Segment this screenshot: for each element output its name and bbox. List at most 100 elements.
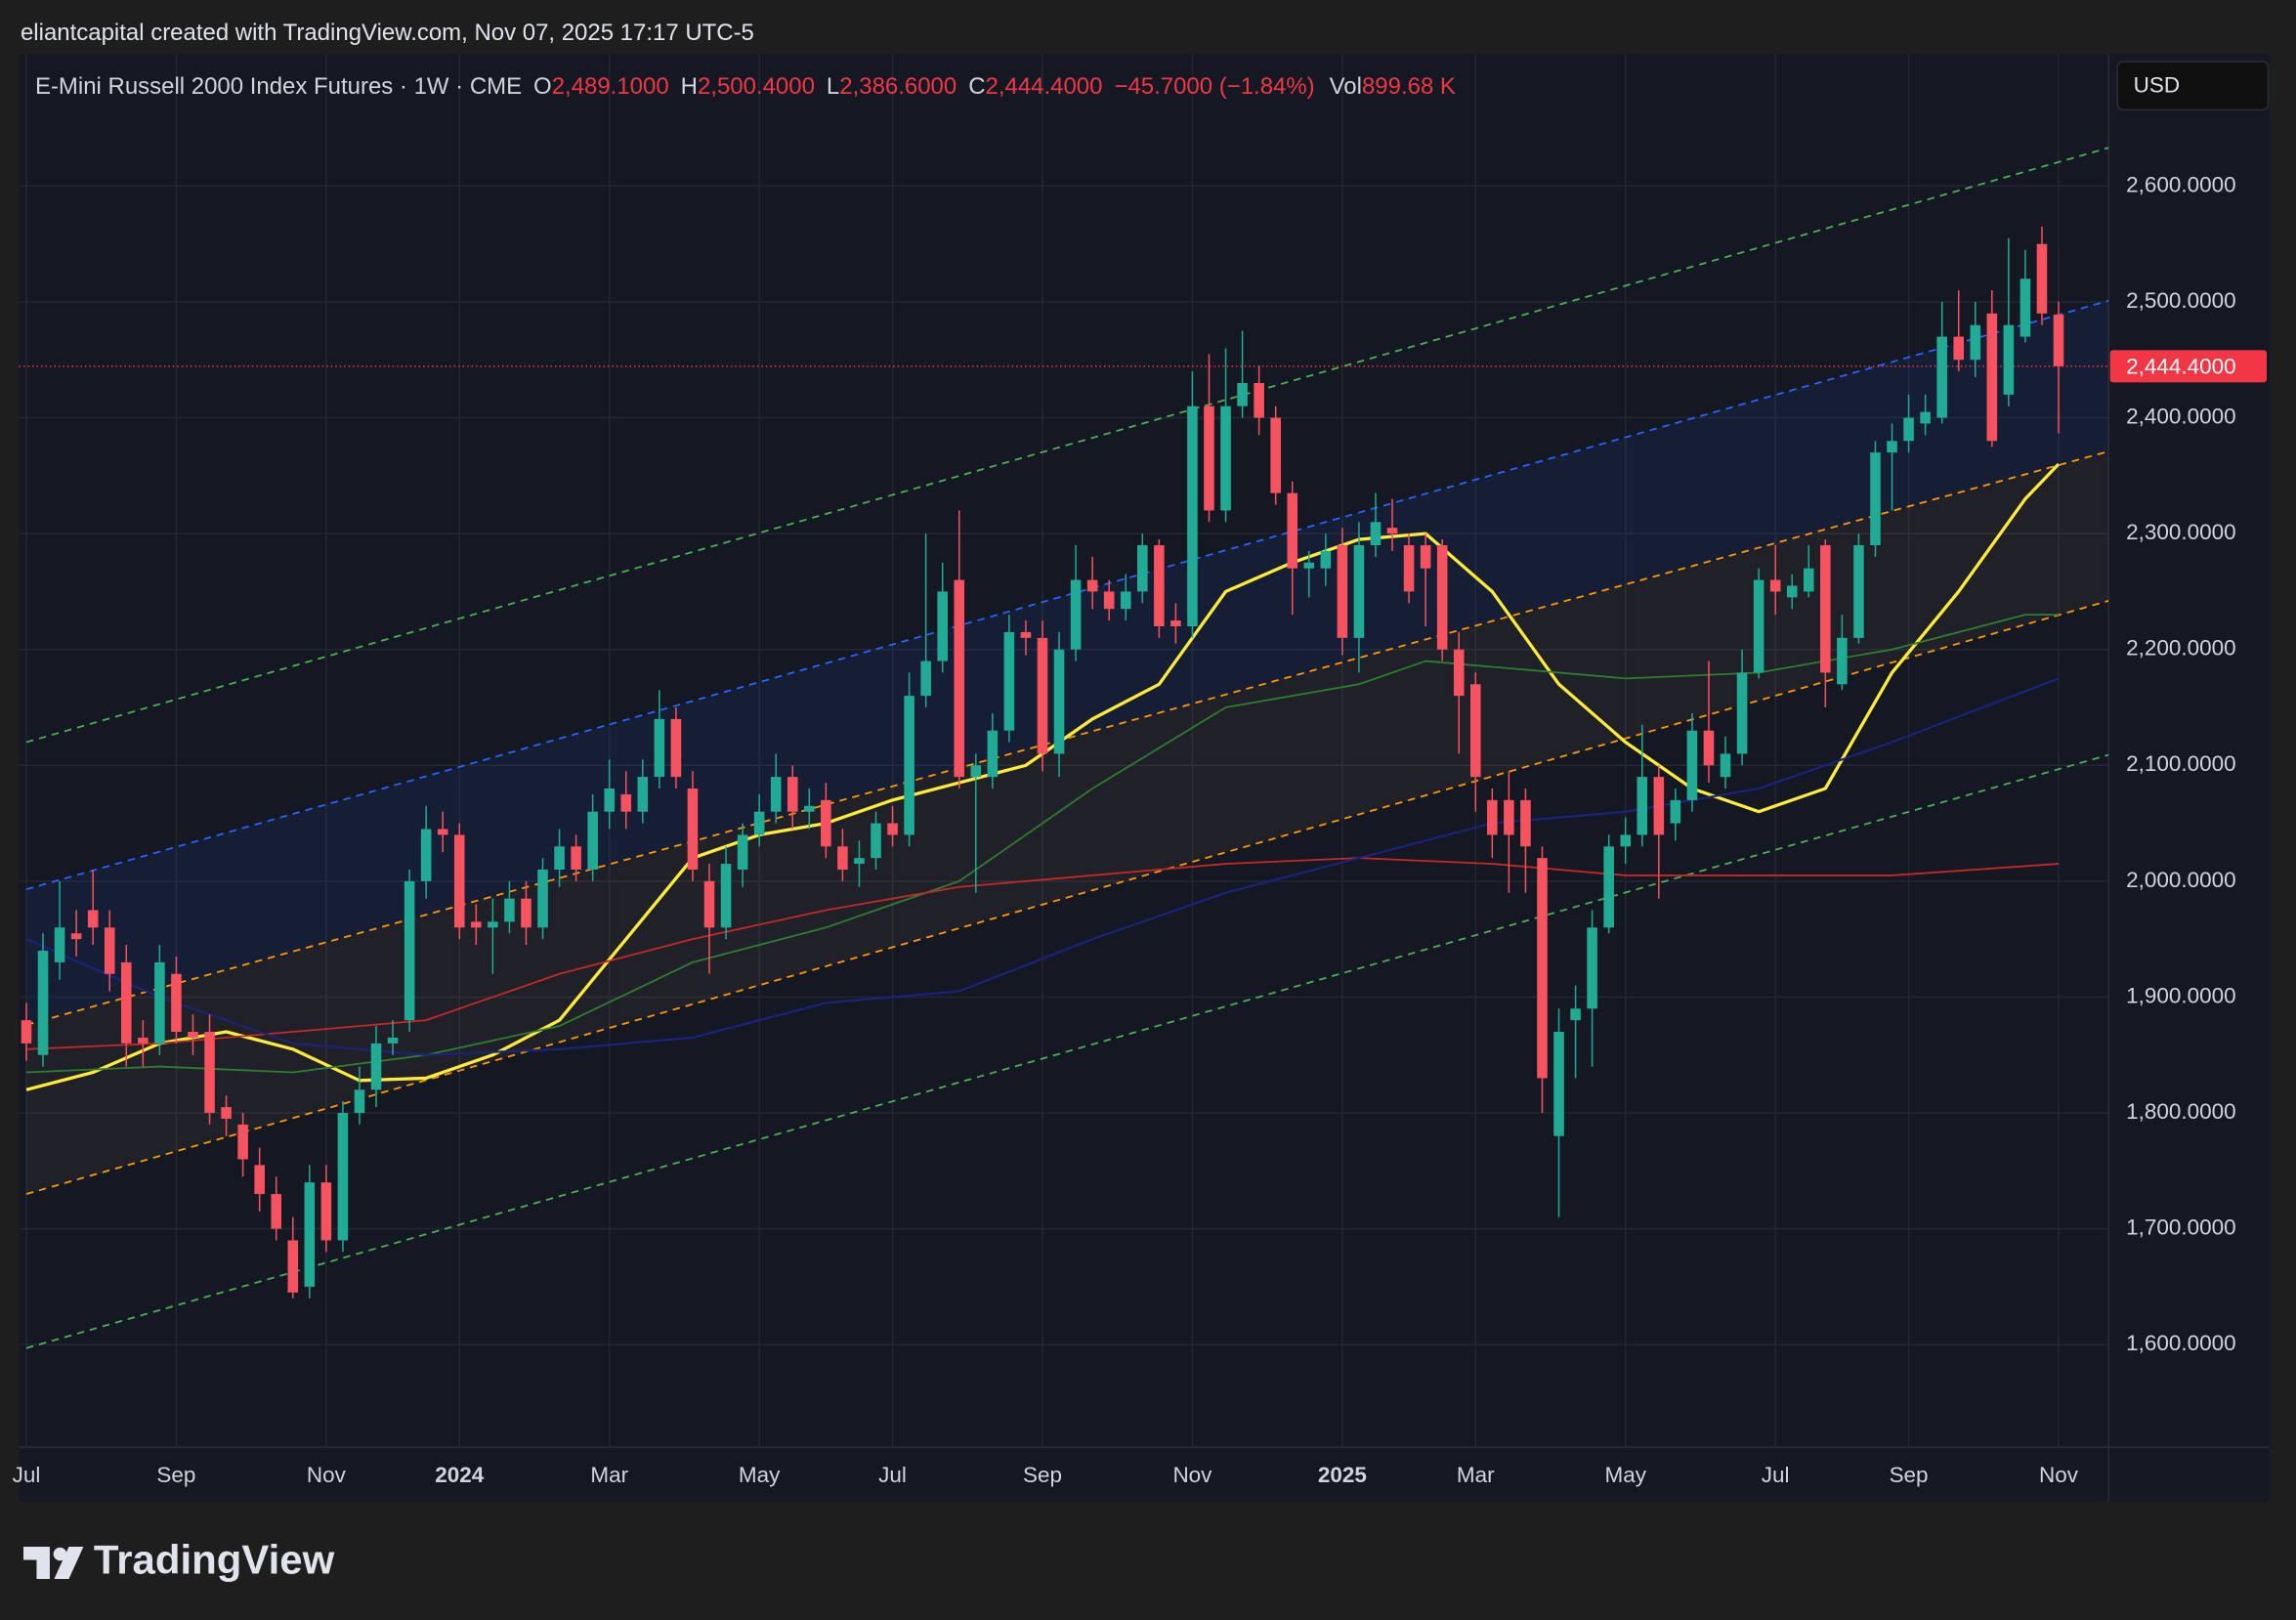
candle-body [1903,417,1914,442]
legend-value: 899.68 K [1362,73,1456,100]
candle-body [204,1032,215,1114]
x-tick-label: Mar [1457,1463,1495,1487]
candle-body [1520,799,1531,847]
candle-body [370,1043,382,1090]
legend-change: −45.7000 (−1.84%) [1114,73,1314,100]
candle-body [571,846,581,871]
candle-body [271,1194,282,1229]
x-tick-label: Sep [156,1463,195,1487]
trend-line [25,147,2109,744]
candle-body [687,789,699,871]
candle-body [404,880,415,1021]
x-tick-label: 2025 [1318,1463,1367,1487]
candle-body [854,858,865,865]
logo [22,1547,84,1580]
candle-body [54,927,65,962]
candle-body [420,829,432,881]
chart-panel [19,54,2271,1502]
logo-mark [54,1547,84,1580]
candle-body [1137,544,1148,592]
axes: 1,600.0000 1,700.0000 1,800.0000 1,900.0000… [13,172,2268,1487]
trend-line [25,753,2109,1349]
candle-body [970,765,982,778]
logo-mark [22,1547,50,1580]
candle-body [1386,528,1398,534]
candle-body [21,1020,32,1044]
candle-body [2020,278,2031,337]
candle-body [887,823,898,835]
candle-body [1487,799,1498,835]
legend-symbol: E-Mini Russell 2000 Index Futures · 1W ·… [35,73,522,100]
candle-body [1353,544,1365,638]
candle-body [1053,649,1065,754]
candle-body [1070,579,1082,650]
candle-body [753,811,765,835]
candles [19,226,2109,1299]
candle-body [287,1240,299,1293]
candle-body [1086,579,1098,592]
currency-label[interactable]: USD [2134,72,2180,97]
candle-body [1237,382,1248,406]
y-tick-label: 2,600.0000 [2126,172,2235,196]
x-tick-label: Jul [878,1463,907,1487]
candle-body [138,1037,149,1044]
legend-value: 2,500.4000 [698,73,815,100]
y-tick-label: 1,700.0000 [2126,1215,2235,1240]
trend-lines [25,147,2109,1349]
candle-body [670,718,682,778]
candle-body [587,811,598,871]
candle-body [1887,441,1897,453]
candle-body [837,846,848,871]
candle-body [1853,544,1864,638]
candle-body [1653,777,1665,835]
candle-body [1753,579,1765,673]
candle-body [254,1165,265,1195]
candle-body [804,805,815,812]
candle-body [453,834,465,928]
candle-body [154,961,165,1044]
candle-body [1820,544,1831,673]
candle-body [720,864,732,928]
candle-body [1287,492,1298,569]
candle-body [437,829,448,835]
candle-body [70,933,82,940]
candle-body [871,823,881,859]
x-tick-label: May [1605,1463,1647,1487]
trend-line [25,450,2109,1026]
candle-body [904,696,914,835]
currency-button[interactable] [2116,61,2270,111]
y-tick-label: 2,400.0000 [2126,404,2235,428]
candle-body [937,591,948,661]
candle-body [1736,672,1748,754]
candle-body [320,1182,332,1241]
grid [19,54,2109,1448]
legend: E-Mini Russell 2000 Index Futures · 1W ·… [35,73,1456,100]
candle-body [1920,411,1931,424]
candle-body [1403,544,1415,592]
candle-body [1670,799,1681,824]
candle-body [1953,336,1965,361]
candle-body [188,1032,198,1038]
candle-body [1620,834,1632,847]
candle-body [471,921,482,928]
y-tick-label: 2,300.0000 [2126,520,2235,544]
last-price-label: 2,444.4000 [2126,354,2235,378]
candle-body [1220,405,1231,511]
legend-key: H [681,73,698,100]
candle-body [1187,405,1198,626]
y-tick-label: 2,500.0000 [2126,288,2235,313]
last-price-tag [2109,350,2268,383]
channel-fills [25,300,2109,1195]
candle-body [488,921,498,928]
legend-value: 2,489.1000 [552,73,669,100]
candle-body [1420,544,1431,569]
candle-body [521,898,531,928]
x-tick-label: Sep [1023,1463,1062,1487]
candle-body [1254,382,1264,418]
candle-body [537,870,548,928]
candle-body [2036,243,2048,314]
candle-body [2053,314,2064,366]
candle-body [87,910,99,928]
legend-key: O [533,73,552,100]
